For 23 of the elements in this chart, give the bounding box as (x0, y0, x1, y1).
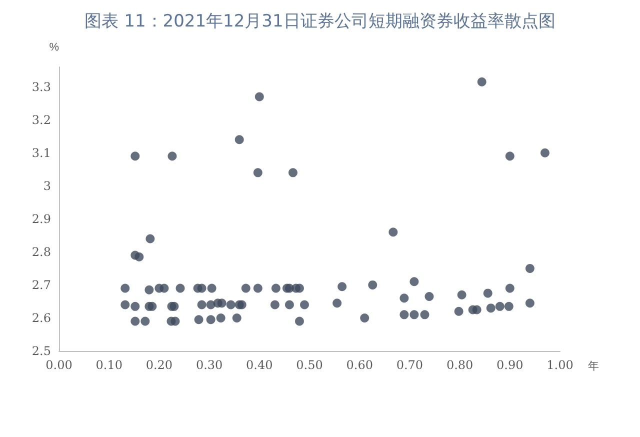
y-tick-label: 2.8 (32, 244, 51, 259)
x-tick-label: 1.00 (546, 358, 574, 372)
y-tick-label: 2.6 (32, 310, 51, 325)
x-tick-label: 0.80 (446, 358, 474, 372)
y-tick-label: 3 (43, 178, 51, 193)
x-tick-label: 0.20 (146, 358, 173, 372)
y-tick-label: 2.7 (32, 278, 51, 292)
y-tick-label: 3.1 (32, 146, 51, 160)
y-axis-title: % (49, 42, 60, 54)
x-tick-label: 0.60 (346, 358, 373, 372)
x-tick-label: 0.40 (246, 358, 273, 372)
x-tick-label: 0.00 (46, 358, 72, 372)
x-tick-label: 0.30 (196, 358, 223, 372)
x-axis-title: 年 (588, 360, 599, 372)
y-tick-label: 2.5 (32, 344, 51, 358)
x-tick-label: 0.70 (396, 358, 424, 372)
y-tick-label: 2.9 (32, 212, 51, 226)
y-tick-label: 3.3 (32, 80, 51, 94)
chart-title: 图表 11：2021年12月31日证券公司短期融资券收益率散点图 (84, 12, 556, 32)
x-tick-label: 0.50 (296, 358, 323, 372)
x-tick-label: 0.10 (96, 358, 122, 372)
y-tick-label: 3.2 (32, 112, 51, 127)
x-tick-label: 0.90 (496, 358, 524, 372)
